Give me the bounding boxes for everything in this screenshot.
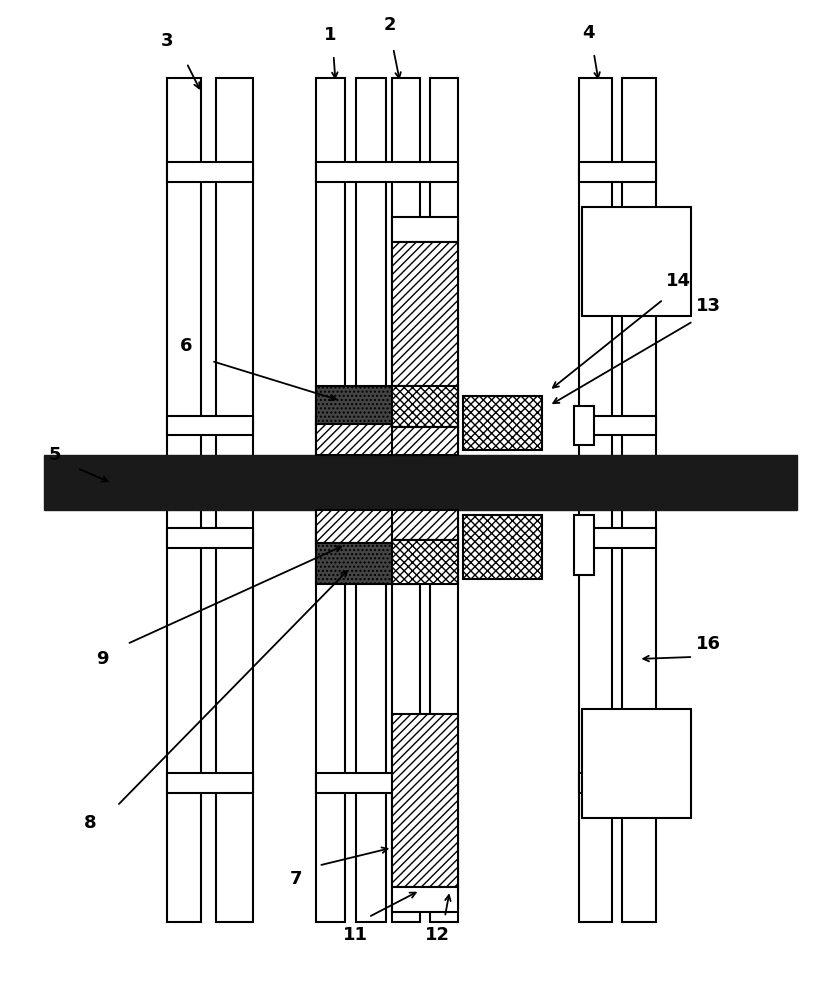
Bar [167,528,253,548]
Bar [44,455,798,510]
Bar [316,543,420,584]
Bar [582,709,691,818]
Bar [167,773,253,793]
Bar [316,773,458,793]
Bar [392,714,458,887]
Bar [356,78,386,922]
Bar [316,510,420,543]
Bar [579,416,656,435]
Bar [579,528,656,548]
Bar [574,406,594,445]
Text: 6: 6 [180,337,193,355]
Bar [579,162,656,182]
Text: 16: 16 [696,635,721,653]
Text: 7: 7 [290,870,302,888]
Text: 12: 12 [426,926,450,944]
Bar [392,510,458,540]
Bar [392,78,420,922]
Bar [392,217,458,242]
Bar [574,515,594,575]
Text: 2: 2 [384,16,396,34]
Text: 11: 11 [343,926,368,944]
Bar [167,416,253,435]
Bar [167,162,253,182]
Bar [392,242,458,416]
Bar [582,207,691,316]
Bar [316,78,345,922]
Bar [392,540,458,584]
Text: 13: 13 [696,297,721,315]
Bar [622,78,656,922]
Text: 5: 5 [48,446,60,464]
Text: 9: 9 [96,650,108,668]
Bar [579,773,656,793]
Bar [216,78,253,922]
Bar [316,424,420,455]
Bar [392,386,458,427]
Text: 14: 14 [665,272,691,290]
Text: 8: 8 [84,814,96,832]
Bar [316,416,458,435]
Bar [430,78,458,922]
Bar [316,386,420,424]
Text: 4: 4 [582,24,595,42]
Bar [316,528,458,548]
Text: 3: 3 [160,32,173,50]
Bar [316,162,458,182]
Bar [579,78,612,922]
Bar [392,427,458,455]
Text: 1: 1 [324,26,337,44]
Bar [463,515,542,579]
Bar [463,396,542,450]
Bar [392,887,458,912]
Bar [167,78,201,922]
